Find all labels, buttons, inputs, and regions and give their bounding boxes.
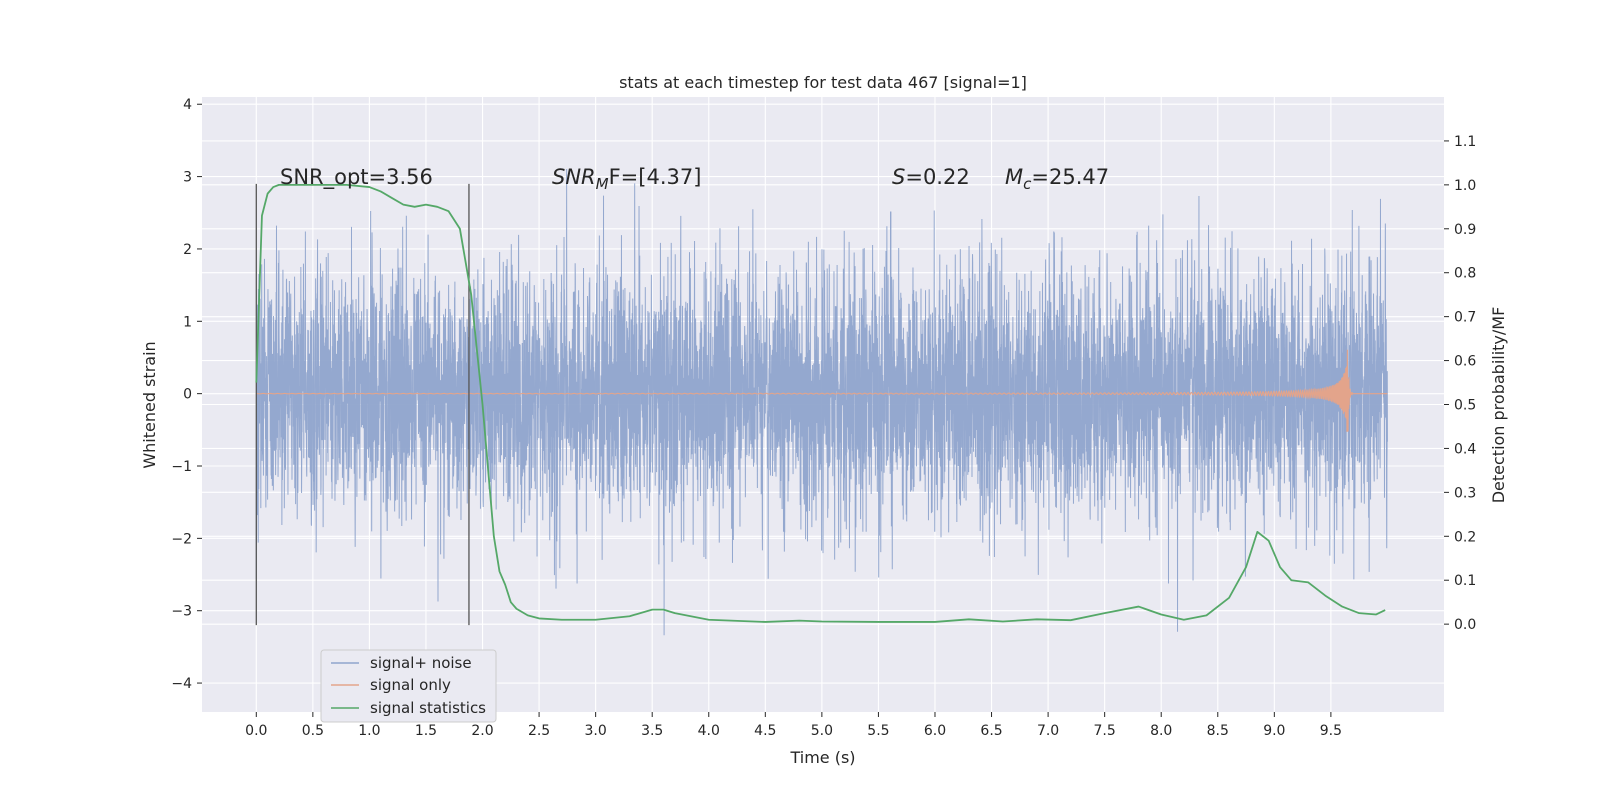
y-right-tick-label: 0.1: [1454, 573, 1476, 589]
chart-title: stats at each timestep for test data 467…: [619, 73, 1027, 92]
x-tick-label: 7.0: [1037, 723, 1059, 739]
signal-only-trace: [256, 349, 1388, 432]
y-left-tick-label: 0: [183, 387, 192, 403]
signal-statistics-series: [255, 183, 1386, 623]
x-tick-label: 1.5: [415, 723, 437, 739]
x-tick-label: 6.5: [980, 723, 1002, 739]
x-tick-label: 3.0: [585, 723, 607, 739]
x-tick-label: 1.0: [358, 723, 380, 739]
noise-trace: [255, 169, 1388, 636]
y-right-tick-label: 0.0: [1454, 617, 1476, 633]
legend-label-signal: signal only: [370, 676, 451, 694]
y-right-tick-label: 0.4: [1454, 441, 1476, 457]
signal-statistics-line: [255, 183, 1386, 623]
y-left-axis-label: Whitened strain: [140, 341, 159, 468]
y-left-tick-label: −2: [171, 531, 192, 547]
y-right-tick-label: 0.6: [1454, 354, 1476, 370]
x-tick-label: 4.0: [698, 723, 720, 739]
y-left-tick-label: 3: [183, 170, 192, 186]
y-right-tick-label: 0.2: [1454, 529, 1476, 545]
y-left-tick-label: 4: [183, 97, 192, 113]
legend-label-stats: signal statistics: [370, 699, 486, 717]
y-left-tick-label: −1: [171, 459, 192, 475]
x-axis-ticks: 0.0 0.5 1.0 1.5 2.0 2.5 3.0 3.5 4.0 4.5 5.0 5.5 6.0 6…: [245, 712, 1342, 739]
x-tick-label: 8.0: [1150, 723, 1172, 739]
annotation-snr-opt: SNR_opt=3.56: [280, 165, 433, 190]
x-tick-label: 6.0: [924, 723, 946, 739]
legend-box: [320, 649, 497, 723]
y-right-tick-label: 0.5: [1454, 398, 1476, 414]
x-tick-label: 2.0: [471, 723, 493, 739]
y-right-tick-label: 1.1: [1454, 134, 1476, 150]
x-tick-label: 5.5: [867, 723, 889, 739]
x-axis-label: Time (s): [789, 748, 855, 767]
y-right-tick-label: 0.7: [1454, 310, 1476, 326]
y-left-axis-ticks: 4 3 2 1 0 −1 −2 −3 −4: [171, 97, 202, 692]
annotation-mc: Mc=25.47: [1005, 165, 1109, 193]
x-tick-label: 0.0: [245, 723, 267, 739]
y-right-tick-label: 0.3: [1454, 485, 1476, 501]
y-right-axis-label: Detection probability/MF: [1489, 307, 1508, 504]
annotation-s: S=0.22: [892, 165, 970, 189]
y-right-axis-ticks: 1.1 1.0 0.9 0.8 0.7 0.6 0.5 0.4 0.3 0.2 0.1 0.0: [1444, 134, 1476, 633]
y-left-tick-label: 2: [183, 242, 192, 258]
x-tick-label: 3.5: [641, 723, 663, 739]
x-tick-label: 4.5: [754, 723, 776, 739]
x-tick-label: 9.5: [1320, 723, 1342, 739]
legend: signal+ noise signal only signal statist…: [320, 649, 497, 723]
x-tick-label: 9.0: [1263, 723, 1285, 739]
y-right-tick-label: 1.0: [1454, 178, 1476, 194]
signal-only-series: [256, 349, 1388, 432]
vertical-markers: [255, 183, 470, 626]
y-left-tick-label: 1: [183, 314, 192, 330]
x-tick-label: 5.0: [811, 723, 833, 739]
y-right-tick-label: 0.8: [1454, 266, 1476, 282]
y-right-tick-label: 0.9: [1454, 222, 1476, 238]
x-tick-label: 0.5: [302, 723, 324, 739]
signal-plus-noise-series: [255, 169, 1388, 636]
annotation-snr-mf: SNRMF=[4.37]: [552, 165, 701, 193]
legend-label-noise: signal+ noise: [370, 654, 472, 672]
x-tick-label: 8.5: [1207, 723, 1229, 739]
x-tick-label: 7.5: [1094, 723, 1116, 739]
x-tick-label: 2.5: [528, 723, 550, 739]
y-left-tick-label: −3: [171, 604, 192, 620]
y-left-tick-label: −4: [171, 676, 192, 692]
